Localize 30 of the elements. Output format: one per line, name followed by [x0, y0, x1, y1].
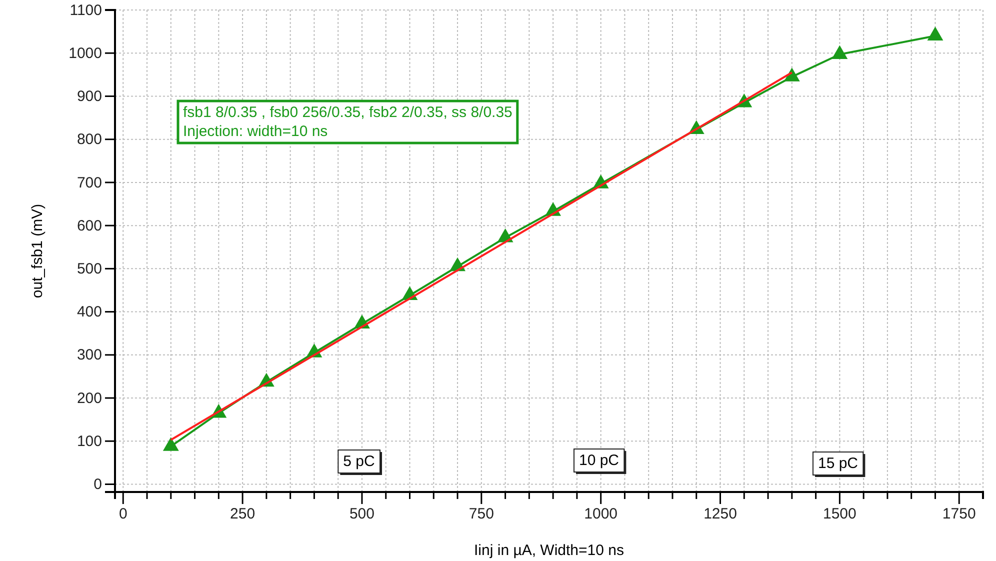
annotation: 5 pC: [343, 453, 376, 470]
y-tick-label: 0: [94, 476, 102, 494]
point: [784, 68, 800, 82]
y-tick-label: 400: [76, 304, 102, 321]
point: [162, 437, 179, 451]
y-tick-label: 100: [76, 432, 102, 450]
x-tick-label: 1000: [584, 506, 618, 522]
x-tick-label: 1750: [942, 506, 976, 522]
y-tick-label: 1000: [68, 44, 102, 62]
annotation: 15 pC: [818, 455, 858, 472]
point: [832, 45, 848, 60]
y-tick-label: 700: [76, 174, 102, 192]
y-tick-label: 500: [76, 260, 102, 278]
y-tick-label: 600: [76, 217, 102, 234]
y-tick-label: 800: [76, 131, 102, 148]
y-tick-label: 1100: [70, 2, 102, 19]
x-tick-label: 1250: [704, 506, 737, 522]
y-tick-label: 200: [76, 390, 102, 407]
annotation: fsb1 8/0.35 , fsb0 256/0.35, fsb2 2/0.35, ss 8/0.35 Injection: width=10 ns: [183, 104, 512, 140]
x-tick-label: 0: [118, 506, 128, 522]
x-tick-label: 1500: [823, 506, 856, 522]
y-tick-label: 300: [76, 346, 102, 364]
annotation: 10 pC: [578, 452, 620, 469]
x-tick-label: 500: [349, 506, 374, 522]
x-tick-label: 750: [468, 506, 494, 522]
x-axis-title: Iinj in µA, Width=10 ns: [474, 542, 624, 559]
point: [927, 26, 944, 40]
y-tick-label: 900: [76, 88, 102, 106]
x-tick-label: 250: [230, 506, 256, 522]
y-axis-title: out_fsb1 (mV): [29, 204, 46, 298]
